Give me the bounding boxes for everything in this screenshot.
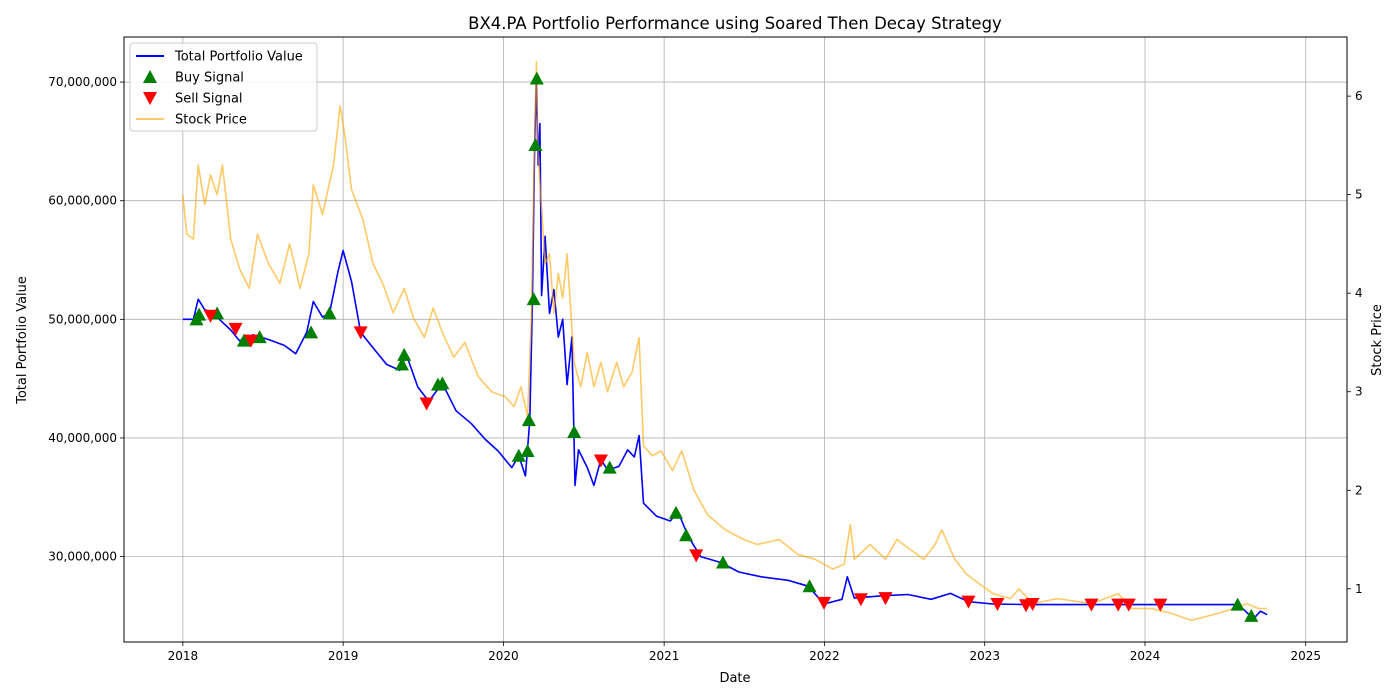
sell-signal-marker (593, 454, 608, 468)
buy-signal-marker (715, 555, 730, 569)
buy-signal-marker (802, 579, 817, 593)
y-right-tick-label: 6 (1355, 89, 1363, 103)
y-right-tick-label: 4 (1355, 286, 1363, 300)
legend: Total Portfolio Value Buy Signal Sell Sign… (129, 42, 318, 132)
buy-signal-marker (529, 71, 544, 85)
x-tick-label: 2019 (328, 649, 359, 663)
buy-signal-marker (192, 307, 207, 321)
x-tick-label: 2022 (809, 649, 840, 663)
sell-signal-marker (961, 595, 976, 609)
y-axis-label-left: Total Portfolio Value (15, 276, 30, 405)
x-axis-label: Date (719, 671, 750, 686)
legend-label: Stock Price (175, 113, 247, 128)
sell-signal-marker (689, 549, 704, 563)
legend-box (129, 42, 318, 132)
sell-signal-marker (1025, 598, 1040, 612)
buy-signal-marker (236, 333, 251, 347)
axis-ticks: 2018 2019 2020 2021 2022 2023 2024 2025 30,000,0… (48, 75, 1362, 663)
sell-signal-marker (243, 334, 258, 348)
sell-signal-marker (228, 322, 243, 336)
y-left-tick-label: 60,000,000 (48, 194, 117, 208)
y-right-tick-label: 5 (1355, 188, 1363, 202)
buy-signal-marker (511, 448, 526, 462)
y-left-tick-label: 70,000,000 (48, 75, 117, 89)
sell-signal-marker (353, 326, 368, 340)
x-tick-label: 2024 (1130, 649, 1161, 663)
buy-signal-marker (668, 505, 683, 519)
sell-signal-marker (1153, 598, 1168, 612)
sell-signal-marker (419, 397, 434, 411)
legend-buy-swatch (143, 70, 157, 83)
buy-signal-marker (602, 460, 617, 474)
x-tick-label: 2023 (969, 649, 1000, 663)
y-left-tick-label: 30,000,000 (48, 550, 117, 564)
legend-label: Total Portfolio Value (174, 50, 303, 65)
buy-signal-marker (520, 444, 535, 458)
y-left-tick-label: 50,000,000 (48, 312, 117, 326)
sell-signal-marker (203, 309, 218, 323)
y-right-tick-label: 3 (1355, 385, 1363, 399)
y-left-tick-label: 40,000,000 (48, 431, 117, 445)
sell-signal-marker (1121, 598, 1136, 612)
buy-signal-marker (252, 330, 267, 344)
x-tick-label: 2021 (649, 649, 680, 663)
buy-signal-marker (521, 413, 536, 427)
sell-signal-marker (1084, 598, 1099, 612)
stock-price-line (182, 60, 1268, 622)
x-tick-label: 2018 (168, 649, 199, 663)
x-tick-label: 2025 (1290, 649, 1321, 663)
buy-signal-marker (435, 376, 450, 390)
chart-title: BX4.PA Portfolio Performance using Soare… (468, 14, 1002, 33)
buy-signal-marker (322, 306, 337, 320)
buy-signal-marker (1230, 597, 1245, 611)
plot-area (182, 60, 1268, 622)
plot-frame (123, 36, 1348, 643)
sell-signal-marker (1111, 598, 1126, 612)
buy-signal-marker (394, 357, 409, 371)
x-tick-label: 2020 (488, 649, 519, 663)
buy-signal-marker (397, 347, 412, 361)
buy-signal-marker (526, 292, 541, 306)
y-axis-label-right: Stock Price (1370, 304, 1385, 376)
sell-signal-marker (990, 598, 1005, 612)
buy-signal-marker (679, 528, 694, 542)
buy-signal-marker (567, 425, 582, 439)
buy-signal-marker (528, 137, 543, 151)
sell-signal-marker (853, 593, 868, 607)
legend-label: Buy Signal (175, 71, 244, 86)
sell-signal-marker (816, 596, 831, 610)
legend-sell-swatch (143, 92, 157, 105)
sell-signal-marker (878, 592, 893, 606)
y-right-tick-label: 2 (1355, 483, 1363, 497)
legend-label: Sell Signal (175, 92, 243, 107)
buy-signal-marker (304, 325, 319, 339)
y-right-tick-label: 1 (1355, 582, 1363, 596)
buy-signal-marker (1244, 608, 1259, 622)
